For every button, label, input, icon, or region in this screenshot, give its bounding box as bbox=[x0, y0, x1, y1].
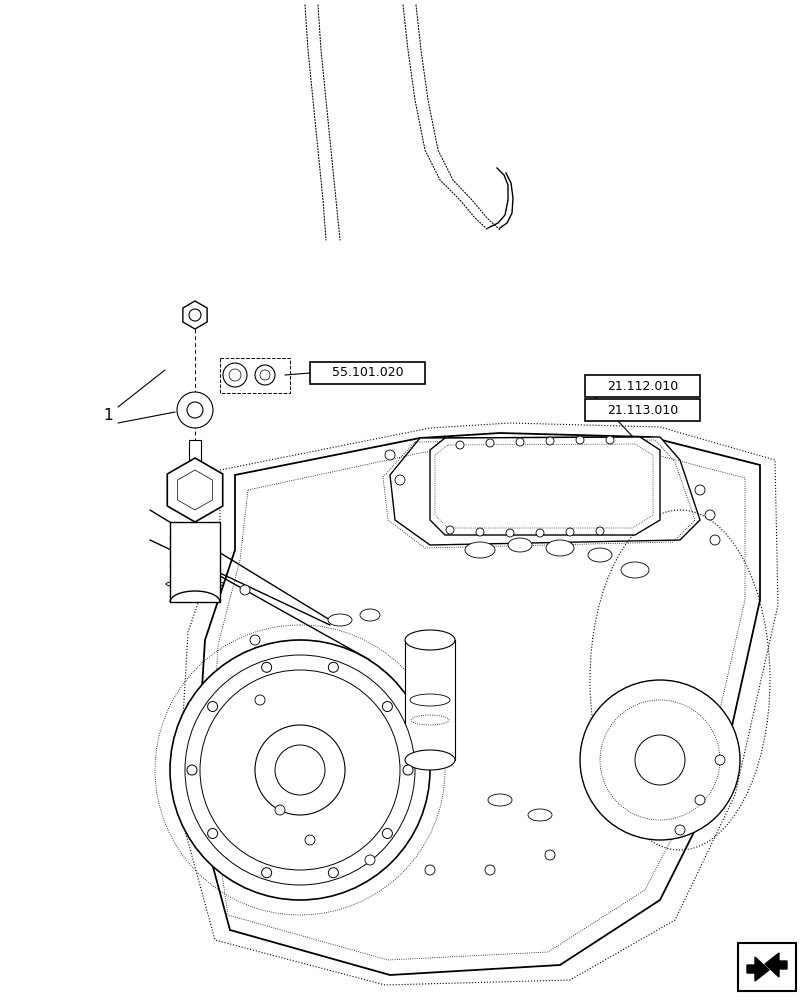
Circle shape bbox=[365, 855, 375, 865]
Polygon shape bbox=[178, 470, 212, 510]
Ellipse shape bbox=[405, 630, 454, 650]
Circle shape bbox=[694, 795, 704, 805]
Circle shape bbox=[208, 702, 217, 712]
Circle shape bbox=[709, 535, 719, 545]
Circle shape bbox=[394, 475, 405, 485]
Ellipse shape bbox=[487, 794, 512, 806]
Ellipse shape bbox=[587, 548, 611, 562]
Ellipse shape bbox=[410, 715, 448, 725]
Circle shape bbox=[260, 370, 270, 380]
Circle shape bbox=[255, 695, 264, 705]
Circle shape bbox=[565, 528, 573, 536]
Ellipse shape bbox=[465, 542, 495, 558]
Circle shape bbox=[177, 392, 212, 428]
Ellipse shape bbox=[328, 614, 351, 626]
Circle shape bbox=[384, 450, 394, 460]
Text: 21.112.010: 21.112.010 bbox=[606, 379, 677, 392]
Circle shape bbox=[250, 635, 260, 645]
Circle shape bbox=[382, 828, 392, 838]
Circle shape bbox=[515, 438, 523, 446]
Ellipse shape bbox=[620, 562, 648, 578]
Circle shape bbox=[475, 528, 483, 536]
Circle shape bbox=[240, 585, 250, 595]
Polygon shape bbox=[195, 433, 759, 975]
Bar bbox=[189, 440, 201, 465]
Circle shape bbox=[185, 655, 414, 885]
Circle shape bbox=[714, 755, 724, 765]
Circle shape bbox=[275, 745, 324, 795]
Bar bbox=[405, 640, 454, 760]
Circle shape bbox=[484, 865, 495, 875]
Circle shape bbox=[575, 436, 583, 444]
Bar bbox=[584, 399, 699, 421]
Ellipse shape bbox=[545, 540, 573, 556]
Ellipse shape bbox=[508, 538, 531, 552]
Polygon shape bbox=[389, 437, 699, 545]
Circle shape bbox=[305, 835, 315, 845]
Bar bbox=[737, 943, 795, 991]
Circle shape bbox=[169, 640, 430, 900]
Circle shape bbox=[486, 439, 493, 447]
Circle shape bbox=[674, 825, 684, 835]
Circle shape bbox=[505, 529, 513, 537]
Circle shape bbox=[328, 868, 338, 878]
Bar bbox=[584, 375, 699, 397]
Circle shape bbox=[535, 529, 543, 537]
Ellipse shape bbox=[405, 750, 454, 770]
Circle shape bbox=[694, 485, 704, 495]
Circle shape bbox=[189, 309, 201, 321]
Circle shape bbox=[605, 436, 613, 444]
Circle shape bbox=[704, 510, 714, 520]
Ellipse shape bbox=[527, 809, 551, 821]
Circle shape bbox=[223, 363, 247, 387]
Circle shape bbox=[200, 670, 400, 870]
Circle shape bbox=[382, 702, 392, 712]
Bar bbox=[169, 522, 220, 602]
Text: 1: 1 bbox=[103, 408, 113, 422]
Polygon shape bbox=[167, 458, 222, 522]
Circle shape bbox=[255, 725, 345, 815]
Circle shape bbox=[579, 680, 739, 840]
Circle shape bbox=[599, 700, 719, 820]
Polygon shape bbox=[430, 437, 659, 535]
Circle shape bbox=[424, 865, 435, 875]
Circle shape bbox=[275, 805, 285, 815]
Circle shape bbox=[445, 526, 453, 534]
Circle shape bbox=[261, 662, 272, 672]
Circle shape bbox=[595, 527, 603, 535]
Circle shape bbox=[255, 365, 275, 385]
Circle shape bbox=[229, 369, 241, 381]
Circle shape bbox=[208, 828, 217, 838]
Circle shape bbox=[261, 868, 272, 878]
Bar bbox=[310, 362, 424, 384]
Polygon shape bbox=[764, 953, 786, 977]
Text: 55.101.020: 55.101.020 bbox=[331, 366, 403, 379]
Circle shape bbox=[544, 850, 554, 860]
Ellipse shape bbox=[410, 694, 449, 706]
Polygon shape bbox=[746, 957, 768, 981]
Polygon shape bbox=[182, 301, 207, 329]
Text: 21.113.010: 21.113.010 bbox=[606, 403, 677, 416]
Circle shape bbox=[634, 735, 684, 785]
Circle shape bbox=[187, 402, 203, 418]
Circle shape bbox=[328, 662, 338, 672]
Circle shape bbox=[187, 765, 197, 775]
Ellipse shape bbox=[359, 609, 380, 621]
Circle shape bbox=[402, 765, 413, 775]
Circle shape bbox=[545, 437, 553, 445]
Circle shape bbox=[456, 441, 463, 449]
